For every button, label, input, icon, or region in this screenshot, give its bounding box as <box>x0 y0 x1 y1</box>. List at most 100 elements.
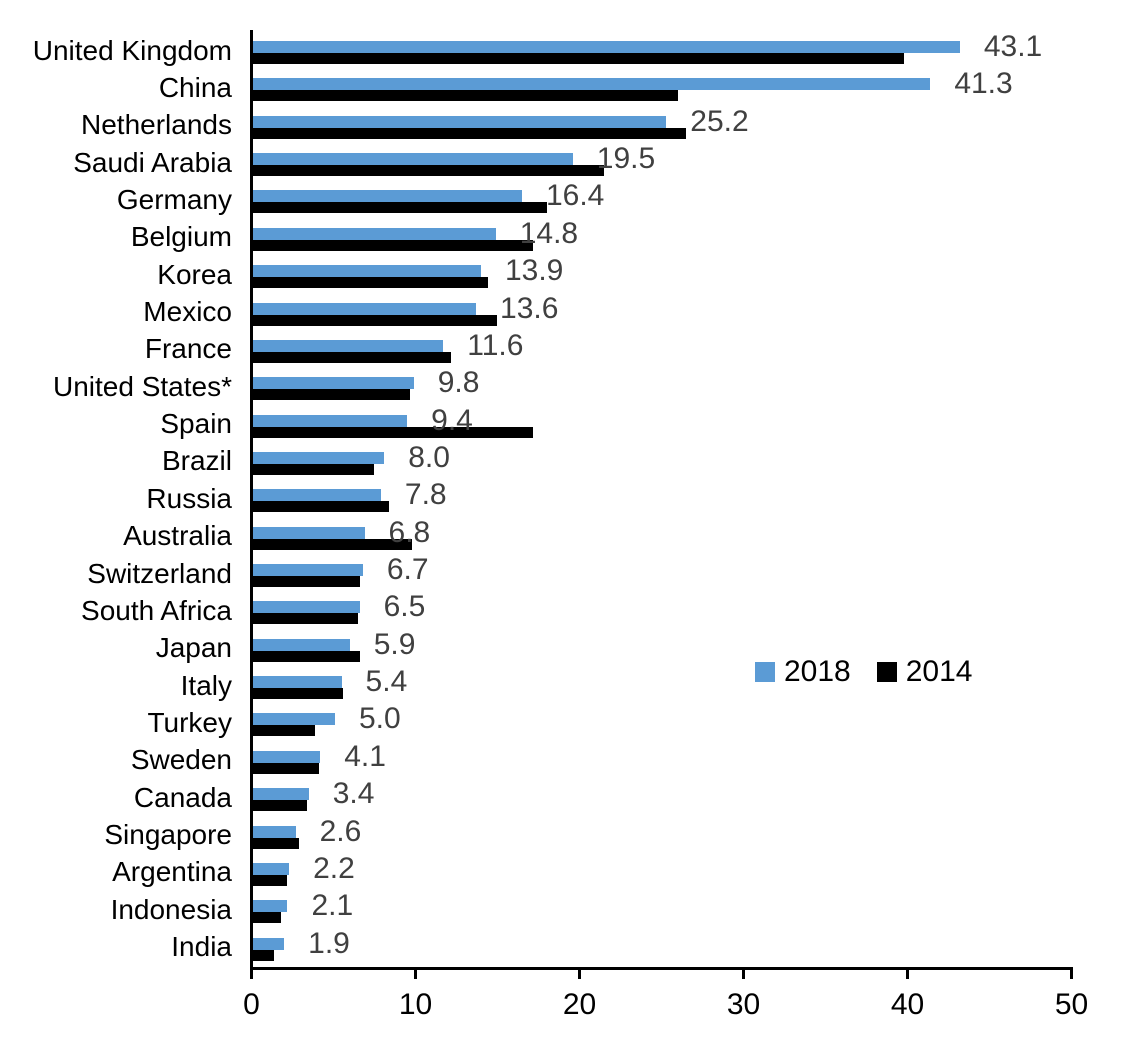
value-label: 5.4 <box>365 665 408 699</box>
x-axis-tick <box>742 970 745 979</box>
legend-label-2014: 2014 <box>905 655 973 688</box>
legend: 2018 2014 <box>755 655 973 689</box>
bar-2014 <box>253 837 299 849</box>
bar-2018 <box>253 414 408 427</box>
bar-2014 <box>253 239 534 251</box>
category-label: Indonesia <box>110 893 232 925</box>
bar-2018 <box>253 377 414 390</box>
bar-2018 <box>253 713 335 726</box>
value-label: 7.8 <box>404 478 447 512</box>
value-label: 6.5 <box>383 590 426 624</box>
y-axis-line <box>250 30 253 970</box>
value-label: 43.1 <box>983 30 1043 63</box>
bar-2018 <box>253 900 288 913</box>
value-label: 14.8 <box>519 216 579 250</box>
value-label: 19.5 <box>596 142 656 176</box>
x-axis-line <box>250 967 1073 970</box>
bar-2014 <box>253 53 905 64</box>
value-label: 3.4 <box>332 777 375 811</box>
category-label: United Kingdom <box>32 34 232 66</box>
bar-2014 <box>253 202 547 214</box>
value-label: 5.9 <box>373 627 416 661</box>
category-label: Singapore <box>104 819 232 851</box>
x-axis-tick <box>578 970 581 979</box>
bar-2018 <box>253 41 960 53</box>
category-label: Saudi Arabia <box>73 146 232 178</box>
bar-2014 <box>253 314 498 326</box>
bar-2018 <box>253 564 363 577</box>
category-label: South Africa <box>81 594 232 626</box>
bar-2014 <box>253 874 288 886</box>
bar-2014 <box>253 762 319 774</box>
bar-2014 <box>253 426 534 438</box>
category-label: Italy <box>180 669 232 701</box>
bar-2018 <box>253 227 496 240</box>
category-label: Argentina <box>112 856 232 888</box>
x-axis-tick <box>906 970 909 979</box>
category-label: Russia <box>146 482 232 514</box>
category-label: Sweden <box>130 744 232 776</box>
value-label: 11.6 <box>467 328 524 362</box>
bar-2014 <box>253 389 411 401</box>
category-label: Mexico <box>143 296 232 328</box>
bar-2018 <box>253 451 385 464</box>
value-label: 6.7 <box>386 553 429 587</box>
bar-2018 <box>253 489 381 502</box>
value-label: 6.8 <box>388 515 431 549</box>
bar-2018 <box>253 302 477 315</box>
bar-2014 <box>253 90 678 102</box>
bar-2014 <box>253 501 390 513</box>
category-label: Spain <box>160 408 232 440</box>
bar-2014 <box>253 277 488 289</box>
legend-swatch-2018-icon <box>755 662 775 682</box>
legend-item-2018: 2018 <box>755 655 851 689</box>
legend-item-2014: 2014 <box>876 655 973 689</box>
bar-2018 <box>253 190 522 203</box>
bar-2014 <box>253 725 316 737</box>
x-axis-tick-label: 40 <box>890 988 925 1021</box>
bar-2018 <box>253 526 365 539</box>
category-label: Switzerland <box>87 557 232 589</box>
bar-2014 <box>253 463 375 475</box>
value-label: 25.2 <box>690 104 749 138</box>
bar-2014 <box>253 613 358 625</box>
bar-2018 <box>253 601 360 614</box>
category-label: Korea <box>157 258 232 290</box>
bar-2014 <box>253 127 686 139</box>
value-label: 4.1 <box>344 739 386 773</box>
bar-2018 <box>253 676 342 689</box>
x-axis-tick-label: 0 <box>243 988 260 1021</box>
legend-label-2018: 2018 <box>784 655 851 688</box>
x-axis-tick-label: 50 <box>1054 988 1089 1021</box>
bar-2014 <box>253 800 308 812</box>
category-label: Turkey <box>147 706 232 738</box>
bar-2018 <box>253 788 309 801</box>
bar-2018 <box>253 862 290 875</box>
bar-2018 <box>253 937 285 950</box>
bar-2014 <box>253 949 275 961</box>
value-label: 13.9 <box>504 254 564 288</box>
bar-2018 <box>253 638 350 651</box>
bar-2014 <box>253 912 281 924</box>
bar-2018 <box>253 115 667 128</box>
x-axis-tick <box>414 970 417 979</box>
category-label: India <box>171 931 232 963</box>
value-label: 1.9 <box>308 926 350 960</box>
value-label: 2.6 <box>319 814 362 848</box>
value-label: 41.3 <box>954 67 1013 101</box>
legend-swatch-2014-icon <box>876 662 897 682</box>
value-label: 2.2 <box>313 851 355 885</box>
category-label: France <box>144 333 232 365</box>
x-axis-tick <box>1070 970 1073 979</box>
x-axis-tick <box>250 970 253 979</box>
category-label: Canada <box>133 781 232 813</box>
bar-2014 <box>253 650 360 662</box>
value-label: 5.0 <box>359 702 401 736</box>
category-label: Australia <box>123 520 232 552</box>
category-label: Belgium <box>130 221 232 253</box>
x-axis-tick-label: 30 <box>726 988 761 1021</box>
value-label: 9.4 <box>431 403 473 437</box>
bar-2018 <box>253 750 321 763</box>
bar-2018 <box>253 825 296 838</box>
